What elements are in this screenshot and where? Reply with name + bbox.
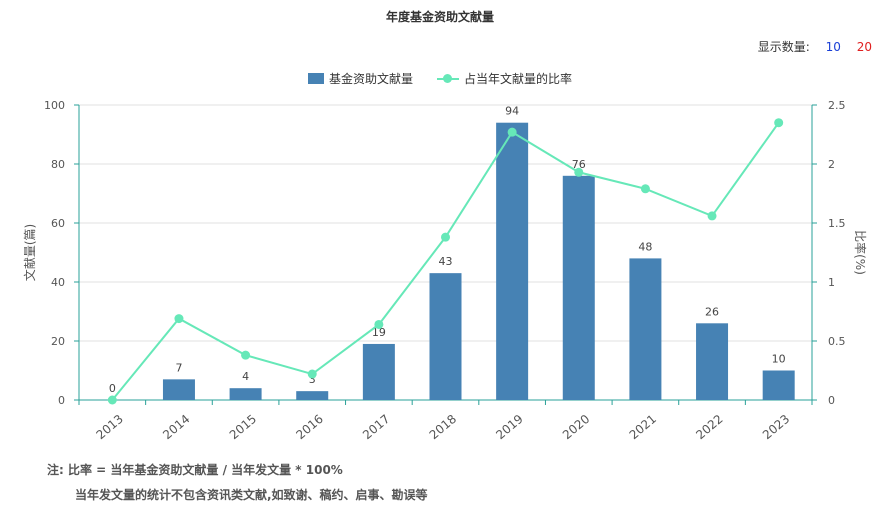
bar (696, 323, 729, 400)
x-tick-label: 2022 (693, 412, 725, 442)
bar-data-label: 43 (439, 255, 453, 268)
x-tick-label: 2013 (94, 412, 126, 442)
x-tick-label: 2020 (560, 412, 592, 442)
bar-data-label: 94 (505, 105, 519, 118)
bar (296, 391, 329, 400)
y-left-tick-label: 0 (58, 394, 65, 407)
ratio-point (774, 118, 784, 128)
y-right-axis-title: 比率(%) (853, 230, 868, 275)
x-tick-label: 2015 (227, 412, 259, 442)
chart-title: 年度基金资助文献量 (385, 10, 494, 24)
bar (629, 258, 662, 400)
bar (162, 379, 195, 400)
bar (762, 370, 795, 400)
bar (429, 273, 462, 400)
x-tick-label: 2019 (493, 412, 525, 442)
display-count-label: 显示数量: (757, 40, 810, 54)
display-count-option-20[interactable]: 20 (856, 40, 872, 54)
y-left-axis-title: 文献量(篇) (22, 224, 37, 281)
ratio-point (707, 211, 717, 221)
bar (362, 343, 395, 400)
bar (562, 175, 595, 400)
chart-legend: 基金资助文献量 占当年文献量的比率 (0, 70, 880, 87)
x-tick-label: 2017 (360, 412, 392, 442)
display-count-option-10[interactable]: 10 (825, 40, 841, 54)
y-right-tick-label: 1 (828, 276, 835, 289)
y-right-tick-label: 0 (828, 394, 835, 407)
x-tick-label: 2023 (760, 412, 792, 442)
y-right-tick-label: 0.5 (828, 335, 846, 348)
ratio-point (107, 395, 117, 405)
ratio-point (307, 369, 317, 379)
x-tick-label: 2014 (160, 412, 192, 442)
legend-bar-swatch (307, 73, 324, 84)
y-right-tick-label: 1.5 (828, 217, 846, 230)
legend-item-line[interactable]: 占当年文献量的比率 (437, 70, 572, 87)
bar-data-label: 26 (705, 305, 719, 318)
x-tick-label: 2016 (293, 412, 325, 442)
display-count-selector: 显示数量: 10 20 (758, 38, 872, 55)
bar-data-label: 3 (309, 373, 316, 386)
ratio-point (374, 319, 384, 329)
y-left-tick-label: 60 (51, 217, 65, 230)
ratio-point (574, 167, 584, 177)
bar-data-label: 10 (772, 353, 786, 366)
ratio-point (174, 314, 184, 324)
y-left-tick-label: 40 (51, 276, 65, 289)
ratio-point (640, 184, 650, 194)
bar-data-label: 0 (109, 382, 116, 395)
ratio-point (507, 127, 517, 137)
y-left-tick-label: 20 (51, 335, 65, 348)
bar-data-label: 7 (175, 361, 182, 374)
y-left-tick-label: 100 (44, 99, 65, 112)
x-tick-label: 2021 (627, 412, 659, 442)
legend-line-label: 占当年文献量的比率 (464, 72, 573, 86)
x-tick-label: 2018 (427, 412, 459, 442)
bar (496, 122, 529, 400)
bar-data-label: 48 (638, 240, 652, 253)
bar (229, 388, 262, 400)
y-right-tick-label: 2.5 (828, 99, 846, 112)
legend-item-bar[interactable]: 基金资助文献量 (307, 70, 413, 87)
legend-bar-label: 基金资助文献量 (328, 72, 413, 86)
bar-data-label: 4 (242, 370, 249, 383)
bar-data-label: 76 (572, 158, 586, 171)
bar-data-label: 19 (372, 326, 386, 339)
note-exclusion: 当年发文量的统计不包含资讯类文献,如致谢、稿约、启事、勘误等 (75, 488, 428, 502)
ratio-point (241, 350, 251, 360)
ratio-point (441, 232, 450, 242)
legend-line-swatch (437, 73, 459, 84)
y-right-tick-label: 2 (828, 158, 835, 171)
y-left-tick-label: 80 (51, 158, 65, 171)
note-formula: 注: 比率 = 当年基金资助文献量 / 当年发文量 * 100% (47, 463, 343, 477)
